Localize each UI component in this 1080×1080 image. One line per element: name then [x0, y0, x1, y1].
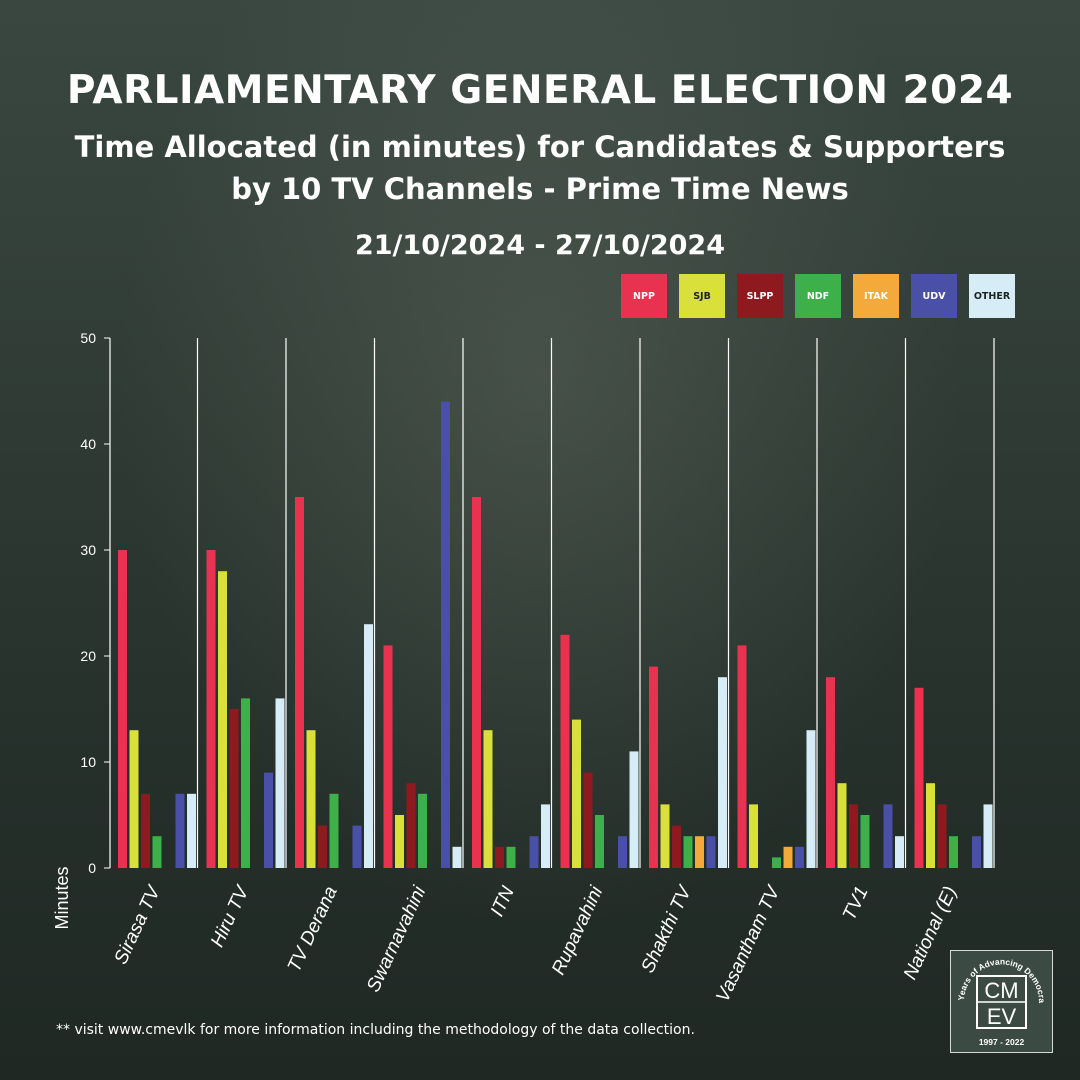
- legend-sjb: SJB: [679, 274, 725, 318]
- bar-udv: [795, 846, 804, 868]
- legend-slpp: SLPP: [737, 274, 783, 318]
- subtitle-line-1: Time Allocated (in minutes) for Candidat…: [74, 130, 1006, 164]
- bar-sjb: [572, 719, 581, 868]
- bar-npp: [383, 645, 393, 868]
- bar-slpp: [672, 825, 681, 868]
- bar-slpp: [406, 783, 416, 868]
- chart-legend: NPP SJB SLPP NDF ITAK UDV OTHER: [621, 274, 1015, 318]
- bar-ndf: [329, 793, 339, 868]
- legend-other: OTHER: [969, 274, 1015, 318]
- bar-sjb: [660, 804, 670, 868]
- bar-sjb: [306, 730, 316, 868]
- bar-other: [983, 804, 993, 868]
- logo-years: 1997 - 2022: [979, 1037, 1025, 1047]
- y-tick-label: 0: [88, 860, 96, 876]
- y-tick-label: 10: [80, 754, 96, 770]
- bar-slpp: [495, 846, 504, 868]
- logo-mark-bottom: EV: [987, 1004, 1017, 1029]
- bar-npp: [206, 550, 216, 868]
- bar-udv: [618, 836, 627, 868]
- y-axis-title: Minutes: [52, 866, 72, 929]
- bar-sjb: [395, 815, 404, 868]
- bar-npp: [560, 634, 570, 868]
- x-tick-label: Shakthi TV: [637, 881, 696, 976]
- chart-axes: 0 10 20 30 40 50 Minutes: [52, 330, 995, 930]
- bar-itak: [783, 846, 793, 868]
- bar-other: [452, 846, 462, 868]
- bar-udv: [706, 836, 716, 868]
- bar-npp: [649, 666, 658, 868]
- bar-other: [541, 804, 550, 868]
- bar-udv: [264, 772, 273, 868]
- bar-other: [187, 793, 196, 868]
- x-tick-label: TV Derana: [284, 883, 342, 975]
- bar-other: [718, 677, 727, 868]
- legend-ndf: NDF: [795, 274, 841, 318]
- bar-udv: [972, 836, 981, 868]
- x-tick-label: Swarnavahini: [363, 883, 431, 996]
- legend-itak: ITAK: [853, 274, 899, 318]
- bar-sjb: [837, 783, 847, 868]
- legend-udv: UDV: [911, 274, 957, 318]
- subtitle-line-2: by 10 TV Channels - Prime Time News: [231, 172, 849, 206]
- bar-itak: [695, 836, 704, 868]
- bar-other: [629, 751, 639, 868]
- legend-npp: NPP: [621, 274, 667, 318]
- bar-udv: [175, 793, 185, 868]
- bar-sjb: [749, 804, 758, 868]
- cmev-logo: 25 Years of Advancing Democracy CM EV 19…: [950, 950, 1053, 1053]
- bar-other: [275, 698, 285, 868]
- bar-sjb: [218, 571, 227, 868]
- bar-sjb: [129, 730, 139, 868]
- bar-ndf: [418, 793, 427, 868]
- bar-ndf: [506, 846, 516, 868]
- logo-mark-top: CM: [984, 978, 1018, 1003]
- bar-slpp: [937, 804, 947, 868]
- bar-ndf: [152, 836, 162, 868]
- page-title: PARLIAMENTARY GENERAL ELECTION 2024: [66, 68, 1014, 113]
- bar-udv: [883, 804, 893, 868]
- bar-sjb: [926, 783, 935, 868]
- bar-ndf: [683, 836, 693, 868]
- chart-bars: [118, 401, 993, 868]
- bar-npp: [826, 677, 835, 868]
- bar-ndf: [949, 836, 958, 868]
- y-tick-label: 40: [80, 436, 96, 452]
- bar-slpp: [318, 825, 327, 868]
- bar-slpp: [583, 772, 593, 868]
- x-tick-label: Rupavahini: [548, 883, 608, 979]
- bar-npp: [472, 497, 481, 868]
- x-tick-label: ITN: [487, 883, 519, 920]
- bar-udv: [441, 401, 450, 868]
- bar-slpp: [141, 793, 150, 868]
- date-range: 21/10/2024 - 27/10/2024: [354, 230, 726, 261]
- bar-npp: [914, 687, 924, 868]
- x-tick-label: Vasantham TV: [712, 881, 785, 1005]
- bar-slpp: [229, 709, 239, 868]
- bar-npp: [118, 550, 127, 868]
- bar-ndf: [860, 815, 870, 868]
- bar-ndf: [241, 698, 250, 868]
- bar-ndf: [595, 815, 604, 868]
- bar-npp: [295, 497, 304, 868]
- bar-npp: [737, 645, 747, 868]
- bar-sjb: [483, 730, 493, 868]
- bar-slpp: [849, 804, 858, 868]
- y-tick-label: 20: [80, 648, 96, 664]
- bar-ndf: [772, 857, 781, 868]
- x-tick-label: Sirasa TV: [110, 881, 165, 968]
- footnote: ** visit www.cmevlk for more information…: [56, 1022, 695, 1038]
- bar-other: [895, 836, 904, 868]
- x-tick-label: Hiru TV: [207, 881, 254, 950]
- x-tick-label: TV1: [839, 883, 873, 923]
- bar-other: [806, 730, 816, 868]
- bar-udv: [529, 836, 539, 868]
- y-tick-label: 50: [80, 330, 96, 346]
- bar-udv: [352, 825, 362, 868]
- y-tick-label: 30: [80, 542, 96, 558]
- chart-labels: Sirasa TV Hiru TV TV Derana Swarnavahini ITN…: [110, 881, 961, 1005]
- bar-other: [364, 624, 373, 868]
